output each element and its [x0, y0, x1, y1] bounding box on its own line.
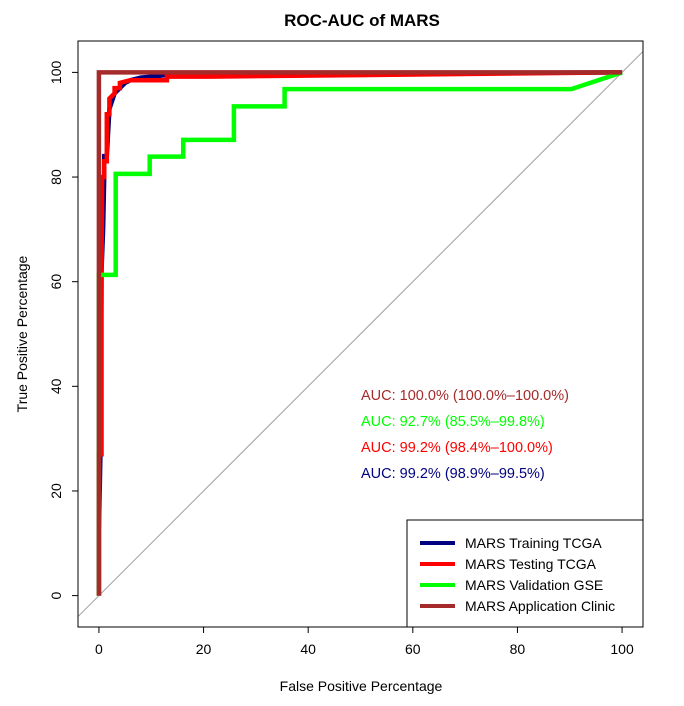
- y-axis-label: True Positive Percentage: [14, 255, 30, 412]
- x-tick-label: 40: [300, 641, 316, 657]
- legend-label: MARS Application Clinic: [465, 598, 615, 614]
- auc-annotations: AUC: 100.0% (100.0%–100.0%) AUC: 92.7% (8…: [361, 388, 569, 482]
- y-tick-label: 20: [48, 483, 64, 499]
- x-tick-label: 80: [510, 641, 526, 657]
- series-line-mars-validation-gse: [96, 70, 623, 596]
- y-tick-label: 100: [48, 61, 64, 85]
- x-tick-label: 0: [95, 641, 103, 657]
- chart-title: ROC-AUC of MARS: [284, 11, 440, 30]
- y-tick-label: 80: [48, 169, 64, 185]
- y-tick-label: 60: [48, 274, 64, 290]
- series-layer: [96, 70, 623, 596]
- x-axis: 0 20 40 60 80 100: [95, 626, 634, 657]
- series-line-mars-testing-tcga: [96, 70, 623, 596]
- y-tick-label: 40: [48, 378, 64, 394]
- auc-annotation: AUC: 92.7% (85.5%–99.8%): [361, 414, 545, 430]
- x-tick-label: 60: [405, 641, 421, 657]
- y-axis: 0 20 40 60 80 100: [48, 61, 79, 600]
- diagonal-reference-line: [78, 51, 643, 617]
- x-tick-label: 100: [610, 641, 634, 657]
- y-tick-label: 0: [48, 592, 64, 600]
- x-axis-label: False Positive Percentage: [280, 678, 443, 694]
- auc-annotation: AUC: 99.2% (98.9%–99.5%): [361, 466, 545, 482]
- legend-label: MARS Validation GSE: [465, 577, 603, 593]
- legend-label: MARS Testing TCGA: [465, 556, 597, 572]
- series-line-mars-application-clinic: [96, 70, 623, 596]
- auc-annotation: AUC: 100.0% (100.0%–100.0%): [361, 388, 569, 404]
- legend: MARS Training TCGA MARS Testing TCGA MARS …: [406, 519, 644, 628]
- legend-box: [406, 519, 644, 628]
- auc-annotation: AUC: 99.2% (98.4%–100.0%): [361, 440, 553, 456]
- legend-label: MARS Training TCGA: [465, 535, 602, 551]
- x-tick-label: 20: [196, 641, 212, 657]
